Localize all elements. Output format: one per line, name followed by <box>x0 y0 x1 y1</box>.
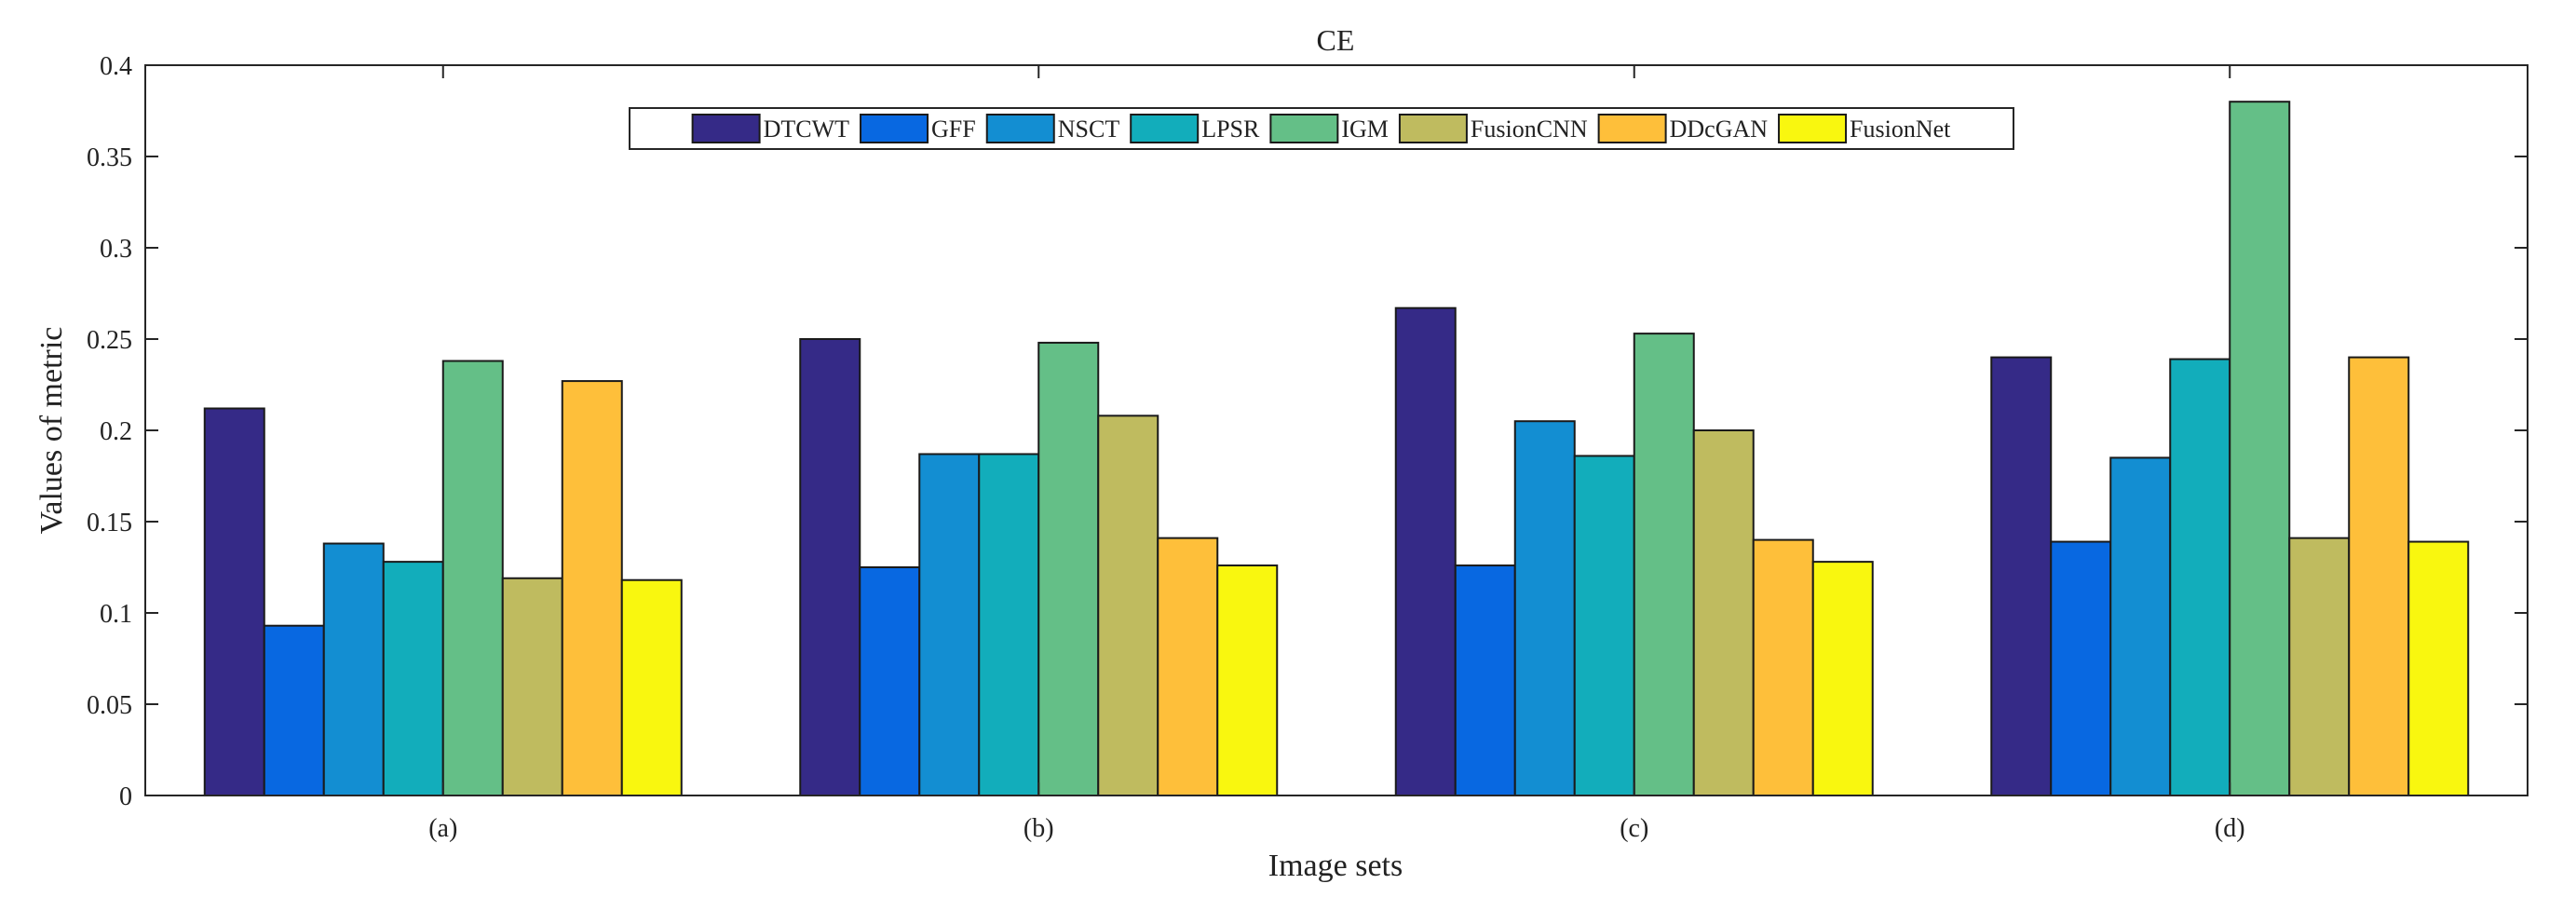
bar-lpsr-d <box>2169 358 2231 796</box>
y-tick-label: 0.4 <box>100 52 132 81</box>
bar-lpsr-a <box>382 561 444 796</box>
bar-dtcwt-b <box>799 338 861 796</box>
legend-swatch-igm <box>1269 114 1339 143</box>
bar-gff-c <box>1454 564 1516 796</box>
legend-label-igm: IGM <box>1341 116 1389 143</box>
legend-label-fusioncnn: FusionCNN <box>1471 116 1588 143</box>
bar-lpsr-c <box>1573 455 1635 796</box>
x-tick-label: (b) <box>1024 814 1054 843</box>
legend-swatch-dtcwt <box>691 114 761 143</box>
bar-gff-b <box>859 566 921 796</box>
bar-igm-d <box>2229 101 2291 796</box>
bar-igm-c <box>1633 333 1695 796</box>
y-axis-label: Values of metric <box>34 327 69 535</box>
bar-ddcgan-c <box>1752 538 1814 796</box>
bar-fusionnet-d <box>2407 540 2470 796</box>
x-tick-label: (a) <box>428 814 457 843</box>
legend-swatch-lpsr <box>1130 114 1200 143</box>
y-tick-label: 0.35 <box>87 143 132 172</box>
x-tick-label: (d) <box>2215 814 2245 843</box>
y-tick-label: 0.2 <box>100 417 132 446</box>
y-tick-label: 0.3 <box>100 235 132 264</box>
y-tick-label: 0.05 <box>87 691 132 720</box>
y-tick-label: 0.1 <box>100 600 132 629</box>
bar-fusioncnn-c <box>1692 429 1755 796</box>
chart-title: CE <box>1317 23 1355 57</box>
legend-swatch-nsct <box>985 114 1055 143</box>
bar-nsct-c <box>1513 420 1576 796</box>
y-tick-label: 0.25 <box>87 326 132 355</box>
bar-gff-a <box>263 624 325 796</box>
legend-label-dtcwt: DTCWT <box>764 116 850 143</box>
bar-nsct-b <box>918 453 981 796</box>
legend-swatch-gff <box>860 114 929 143</box>
bar-fusioncnn-d <box>2288 537 2351 796</box>
bar-ddcgan-a <box>561 380 623 796</box>
legend-label-gff: GFF <box>931 116 976 143</box>
bar-ddcgan-b <box>1157 537 1219 796</box>
bar-fusionnet-a <box>620 578 683 796</box>
y-tick-label: 0.15 <box>87 509 132 537</box>
bar-nsct-a <box>322 542 385 797</box>
legend-label-nsct: NSCT <box>1058 116 1120 143</box>
bar-igm-b <box>1037 341 1100 796</box>
legend-label-fusionnet: FusionNet <box>1850 116 1951 143</box>
bar-lpsr-b <box>978 453 1040 796</box>
bar-dtcwt-d <box>1990 356 2053 796</box>
legend-swatch-ddcgan <box>1597 114 1667 143</box>
legend-swatch-fusioncnn <box>1398 114 1468 143</box>
ticks-layer: 0 0.05 0.1 0.15 0.2 0.25 0.3 0.35 0.4 (a) (b) (c) (d… <box>87 52 2528 843</box>
legend-label-ddcgan: DDcGAN <box>1670 116 1769 143</box>
x-tick-label: (c) <box>1620 814 1648 843</box>
bar-dtcwt-c <box>1394 306 1457 796</box>
bar-fusioncnn-b <box>1097 415 1159 796</box>
bar-fusionnet-b <box>1216 564 1279 796</box>
legend-label-lpsr: LPSR <box>1201 116 1260 143</box>
x-axis-label: Image sets <box>1268 849 1403 883</box>
bar-dtcwt-a <box>203 407 265 796</box>
bar-nsct-d <box>2109 456 2172 796</box>
legend: DTCWT GFF NSCT LPSR IGM FusionCNN DDcGAN Fusion… <box>629 107 2014 150</box>
bars-layer <box>203 101 2470 797</box>
bar-ddcgan-d <box>2348 356 2410 796</box>
bar-gff-d <box>2050 540 2112 796</box>
bar-fusioncnn-a <box>501 577 563 797</box>
legend-swatch-fusionnet <box>1778 114 1848 143</box>
bar-igm-a <box>441 360 504 796</box>
bar-fusionnet-c <box>1811 561 1874 796</box>
y-tick-label: 0 <box>119 782 132 811</box>
